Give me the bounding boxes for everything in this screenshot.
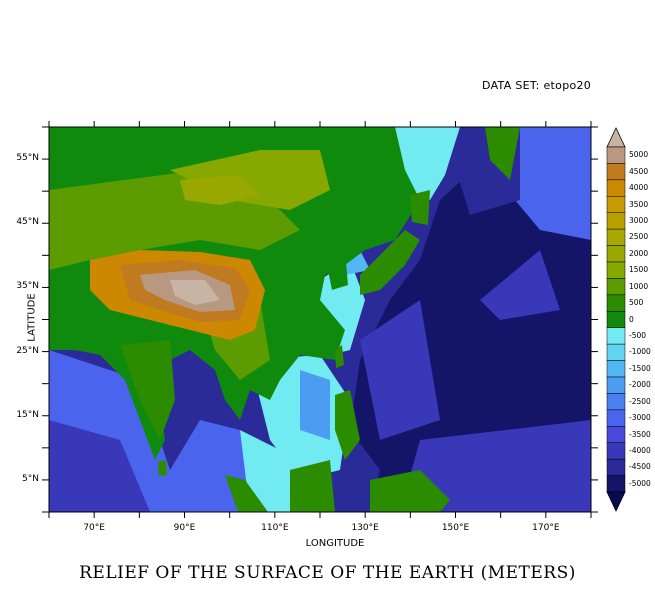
colorbar-label: 2000 bbox=[629, 248, 649, 258]
colorbar-label: -1000 bbox=[629, 347, 651, 357]
japan bbox=[360, 230, 420, 295]
colorbar-swatch bbox=[606, 376, 626, 394]
colorbar-swatch bbox=[606, 311, 626, 328]
y-tick-label: 55°N bbox=[16, 153, 39, 164]
kamchatka bbox=[485, 127, 520, 180]
colorbar-swatch bbox=[606, 196, 626, 213]
colorbar-label: -5000 bbox=[629, 478, 651, 488]
x-tick-label: 70°E bbox=[83, 523, 105, 533]
borneo bbox=[290, 460, 335, 512]
colorbar-swatch bbox=[606, 343, 626, 361]
colorbar-label: 1000 bbox=[629, 281, 649, 291]
colorbar-label: 4500 bbox=[629, 166, 649, 176]
x-axis-ticks bbox=[48, 121, 592, 518]
colorbar-swatch bbox=[606, 212, 626, 230]
y-tick-label: 35°N bbox=[16, 281, 39, 292]
colorbar-swatch bbox=[606, 278, 626, 296]
x-tick-label: 170°E bbox=[532, 523, 560, 533]
y-tick-label: 5°N bbox=[22, 473, 39, 484]
colorbar-swatch bbox=[606, 458, 626, 476]
colorbar-swatch bbox=[606, 409, 626, 427]
sri-lanka bbox=[158, 460, 167, 476]
colorbar-label: -3000 bbox=[629, 413, 651, 423]
colorbar-label: 3000 bbox=[629, 215, 649, 225]
colorbar-label: -4500 bbox=[629, 462, 651, 472]
south-china-sea-basin bbox=[300, 370, 330, 440]
colorbar-swatch bbox=[606, 393, 626, 411]
colorbar-label: 500 bbox=[629, 298, 644, 308]
colorbar-swatch bbox=[606, 146, 626, 164]
y-tick-label: 25°N bbox=[16, 345, 39, 356]
colorbar-swatch bbox=[606, 245, 626, 263]
y-tick-label: 15°N bbox=[16, 409, 39, 420]
y-axis-ticks bbox=[42, 126, 598, 513]
colorbar-swatch bbox=[606, 360, 626, 378]
colorbar-swatch bbox=[606, 228, 626, 246]
sumatra bbox=[225, 475, 268, 512]
caroline-basin bbox=[400, 420, 591, 512]
colorbar-swatch bbox=[606, 426, 626, 443]
colorbar-label: -500 bbox=[629, 330, 647, 340]
colorbar-swatch bbox=[606, 163, 626, 181]
colorbar-label: -2000 bbox=[629, 380, 651, 390]
okhotsk-shelf bbox=[395, 127, 460, 200]
x-tick-label: 130°E bbox=[351, 523, 379, 533]
shatsky-rise bbox=[480, 250, 560, 320]
colorbar-label: -2500 bbox=[629, 396, 651, 406]
colorbar-label: 2500 bbox=[629, 232, 649, 242]
philippines bbox=[335, 390, 360, 460]
colorbar-label: -3500 bbox=[629, 429, 651, 439]
colorbar-label: 4000 bbox=[629, 183, 649, 193]
hokkaido bbox=[410, 190, 430, 225]
colorbar-swatch bbox=[606, 442, 626, 460]
philippine-sea bbox=[360, 300, 440, 440]
colorbar-label: 5000 bbox=[629, 150, 649, 160]
x-tick-label: 90°E bbox=[173, 523, 196, 533]
relief-map bbox=[49, 127, 591, 512]
taiwan bbox=[335, 345, 344, 368]
x-tick-label: 110°E bbox=[261, 523, 289, 533]
colorbar-label: 3500 bbox=[629, 199, 649, 209]
tibet-peaks bbox=[170, 280, 220, 305]
indian-ocean-deep bbox=[49, 420, 150, 512]
korea bbox=[325, 252, 348, 290]
colorbar-label: 1500 bbox=[629, 265, 649, 275]
colorbar-swatch bbox=[606, 294, 626, 312]
mongolian-plateau bbox=[170, 150, 330, 210]
colorbar-swatch bbox=[606, 261, 626, 279]
x-axis-label: LONGITUDE bbox=[305, 538, 365, 549]
x-tick-label: 150°E bbox=[441, 523, 470, 533]
colorbar-max-arrow bbox=[606, 127, 626, 148]
colorbar-label: -1500 bbox=[629, 363, 651, 373]
altai-uplands bbox=[180, 175, 260, 205]
colorbar-swatch bbox=[606, 179, 626, 197]
new-guinea bbox=[370, 470, 450, 512]
colorbar-label: -4000 bbox=[629, 445, 651, 455]
y-tick-label: 45°N bbox=[16, 217, 39, 228]
colorbar-min-arrow bbox=[606, 491, 626, 512]
india-plateau bbox=[120, 340, 175, 440]
dataset-label: DATA SET: etopo20 bbox=[482, 79, 592, 92]
colorbar-swatch bbox=[606, 475, 626, 493]
colorbar bbox=[606, 127, 626, 512]
figure-title: RELIEF OF THE SURFACE OF THE EARTH (METE… bbox=[79, 563, 576, 583]
bering-basin bbox=[515, 127, 591, 240]
colorbar-swatch bbox=[606, 327, 626, 345]
colorbar-label: 0 bbox=[629, 314, 634, 324]
